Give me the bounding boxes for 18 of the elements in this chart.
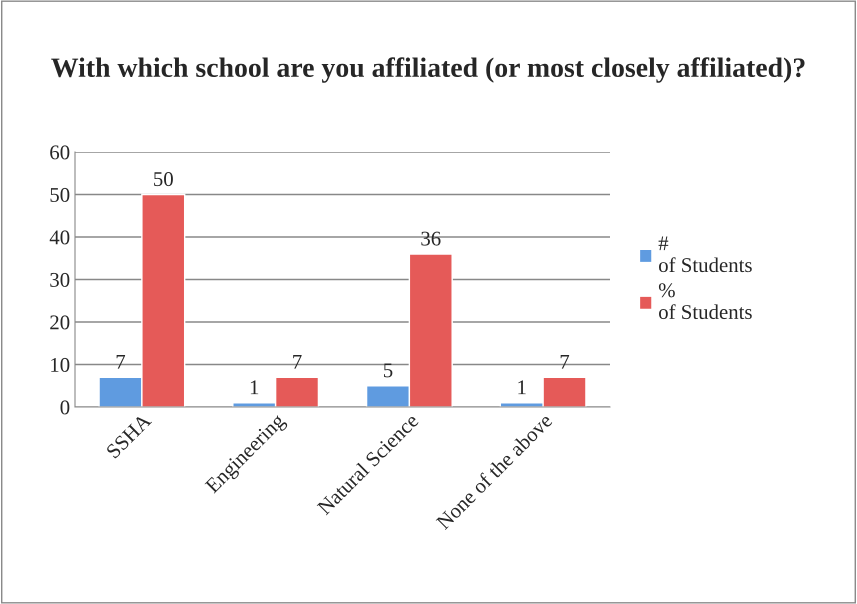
- y-tick-label: 60: [50, 145, 70, 160]
- y-tick-label: 0: [60, 400, 70, 414]
- y-tick-label: 40: [50, 230, 70, 244]
- data-label: 7: [293, 355, 302, 369]
- legend-label: # of Students: [658, 236, 752, 272]
- data-label: 36: [421, 232, 441, 246]
- legend-label: % of Students: [658, 283, 752, 320]
- data-label: 1: [250, 380, 258, 394]
- y-tick-label: 50: [50, 188, 70, 202]
- data-label: 7: [116, 355, 126, 369]
- data-label: 1: [518, 380, 526, 394]
- y-tick-label: 20: [50, 315, 70, 330]
- data-label: 5: [384, 364, 392, 378]
- data-label: 50: [154, 172, 173, 186]
- y-tick-label: 30: [50, 272, 70, 287]
- chart-title: With which school are you affiliated (or most closely affiliated)?: [51, 57, 805, 83]
- y-tick-label: 10: [51, 358, 70, 372]
- data-label: 7: [560, 355, 570, 369]
